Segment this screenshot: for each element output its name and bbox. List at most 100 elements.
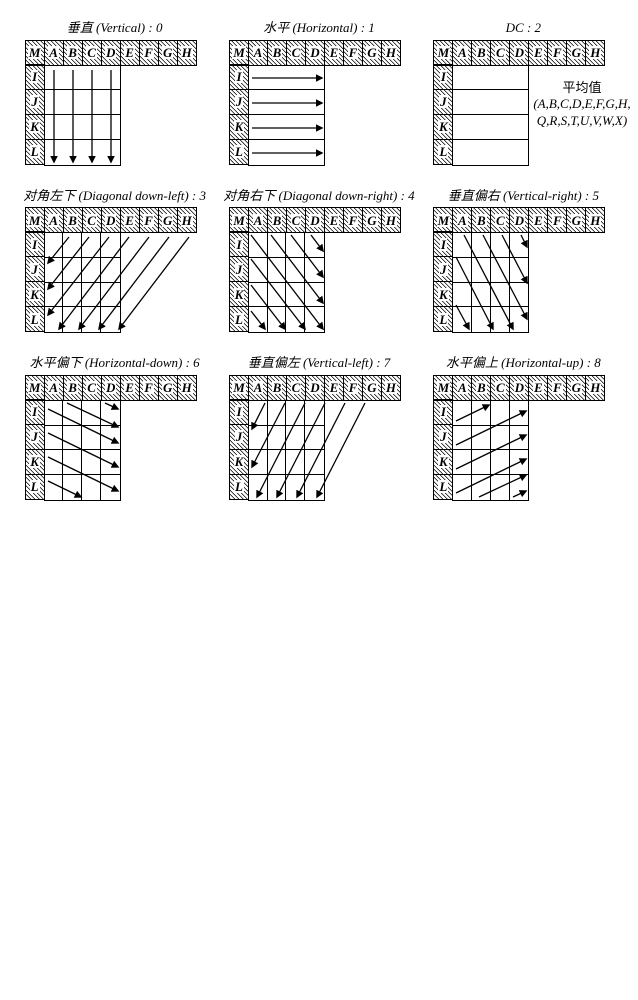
ref-label: J	[439, 95, 448, 108]
ref-label: B	[272, 214, 283, 227]
ref-label: D	[514, 381, 525, 394]
ref-label: E	[124, 381, 135, 394]
inner-cell	[82, 283, 101, 308]
mode-8: 水平偏上 (Horizontal-up) : 8MABCDEFGHIJKL	[429, 355, 618, 505]
ref-cell-B: B	[471, 40, 491, 66]
ref-label: G	[571, 46, 582, 59]
inner-cell	[249, 426, 268, 451]
ref-cell-C: C	[490, 375, 510, 401]
ref-label: M	[232, 381, 246, 394]
ref-cell-I: I	[25, 399, 45, 425]
ref-cell-J: J	[25, 424, 45, 450]
inner-cell	[268, 258, 287, 283]
ref-label: F	[348, 381, 359, 394]
ref-label: L	[438, 480, 448, 493]
ref-label: H	[181, 46, 193, 59]
inner-cell	[491, 450, 510, 475]
prediction-block	[452, 65, 529, 166]
ref-cell-C: C	[286, 375, 306, 401]
ref-label: A	[48, 214, 59, 227]
inner-cell	[101, 283, 120, 308]
inner-cell	[305, 233, 324, 258]
ref-cell-F: F	[139, 40, 159, 66]
ref-cell-C: C	[490, 207, 510, 233]
ref-label: H	[589, 214, 601, 227]
inner-cell	[472, 283, 491, 308]
block-wrap: MABCDEFGHIJKL	[229, 375, 409, 505]
block-wrap: MABCDEFGHIJKL	[433, 207, 613, 337]
ref-cell-C: C	[286, 40, 306, 66]
ref-cell-G: G	[362, 375, 382, 401]
ref-cell-M: M	[433, 207, 453, 233]
ref-label: L	[30, 145, 40, 158]
ref-cell-H: H	[585, 375, 605, 401]
inner-cell	[82, 426, 101, 451]
ref-label: E	[124, 214, 135, 227]
ref-label: C	[495, 46, 506, 59]
inner-cell	[491, 307, 510, 332]
ref-label: L	[438, 313, 448, 326]
ref-cell-E: E	[120, 207, 140, 233]
ref-cell-K: K	[25, 281, 45, 307]
ref-label: J	[30, 430, 39, 443]
ref-cell-K: K	[25, 449, 45, 475]
ref-label: E	[124, 46, 135, 59]
ref-label: D	[514, 214, 525, 227]
inner-cell	[101, 475, 120, 500]
ref-label: I	[235, 405, 242, 418]
ref-cell-H: H	[585, 207, 605, 233]
ref-cell-M: M	[433, 40, 453, 66]
block-wrap: MABCDEFGHIJKL	[25, 207, 205, 337]
mode-4: 对角右下 (Diagonal down-right) : 4MABCDEFGHI…	[223, 188, 414, 338]
inner-cell	[510, 450, 529, 475]
inner-cell	[268, 307, 287, 332]
ref-cell-K: K	[229, 449, 249, 475]
ref-cell-J: J	[433, 89, 453, 115]
ref-label: K	[234, 120, 245, 133]
ref-cell-M: M	[229, 375, 249, 401]
ref-cell-K: K	[229, 281, 249, 307]
ref-label: G	[366, 381, 377, 394]
ref-cell-B: B	[267, 207, 287, 233]
ref-label: B	[67, 46, 78, 59]
ref-label: C	[86, 46, 97, 59]
ref-cell-L: L	[229, 139, 249, 165]
inner-cell	[453, 401, 472, 426]
inner-cell	[45, 450, 64, 475]
ref-cell-D: D	[101, 40, 121, 66]
mode-title: 水平偏下 (Horizontal-down) : 6	[30, 355, 200, 371]
ref-label: K	[438, 120, 449, 133]
ref-label: G	[162, 381, 173, 394]
ref-label: D	[309, 381, 320, 394]
ref-label: C	[86, 381, 97, 394]
inner-cell	[491, 426, 510, 451]
ref-label: H	[385, 46, 397, 59]
ref-label: C	[291, 46, 302, 59]
mode-3: 对角左下 (Diagonal down-left) : 3MABCDEFGHIJ…	[20, 188, 209, 338]
ref-label: K	[438, 455, 449, 468]
ref-cell-I: I	[229, 399, 249, 425]
ref-label: B	[476, 381, 487, 394]
block-wrap: MABCDEFGHIJKL	[25, 375, 205, 505]
ref-cell-J: J	[433, 256, 453, 282]
inner-cell	[453, 115, 528, 140]
inner-cell	[472, 258, 491, 283]
ref-label: C	[495, 214, 506, 227]
mode-0: 垂直 (Vertical) : 0MABCDEFGHIJKL	[20, 20, 209, 170]
direction-arrow	[119, 237, 189, 329]
ref-label: I	[31, 70, 38, 83]
block-wrap: MABCDEFGHIJKL	[229, 40, 409, 170]
block-wrap: MABCDEFGHIJKL	[433, 375, 613, 505]
ref-label: D	[105, 381, 116, 394]
top-row: MABCDEFGH	[229, 207, 401, 233]
inner-cell	[472, 307, 491, 332]
ref-cell-E: E	[528, 375, 548, 401]
prediction-block	[248, 400, 325, 501]
inner-cell	[101, 233, 120, 258]
ref-cell-E: E	[324, 375, 344, 401]
ref-label: E	[533, 214, 544, 227]
ref-label: K	[234, 455, 245, 468]
ref-cell-E: E	[528, 40, 548, 66]
ref-cell-E: E	[324, 207, 344, 233]
inner-cell	[63, 233, 82, 258]
